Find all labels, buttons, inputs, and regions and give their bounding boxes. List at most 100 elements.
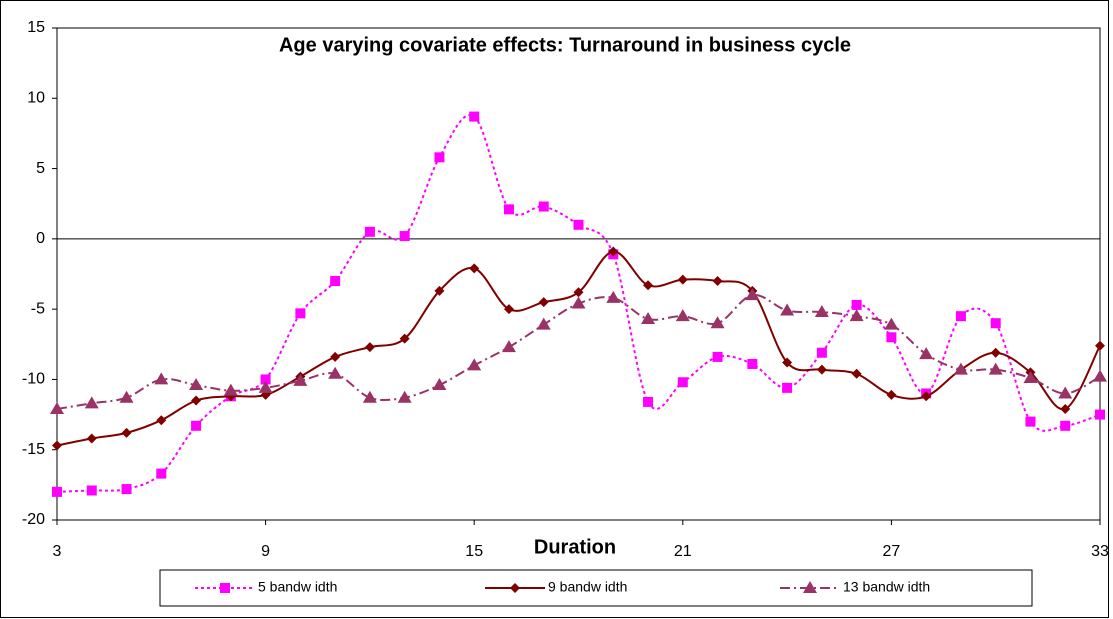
marker — [953, 362, 968, 375]
marker — [677, 274, 688, 285]
marker — [156, 415, 167, 426]
marker — [503, 304, 514, 315]
marker — [573, 287, 584, 298]
marker — [919, 347, 934, 360]
x-tick-label: 21 — [674, 543, 692, 560]
marker — [364, 226, 375, 237]
marker — [223, 383, 238, 396]
marker — [608, 246, 619, 257]
marker — [851, 368, 862, 379]
legend-marker — [803, 581, 817, 593]
marker — [1095, 340, 1105, 351]
marker — [606, 290, 621, 303]
marker — [260, 374, 271, 385]
marker — [191, 420, 202, 431]
marker — [156, 468, 167, 479]
marker — [1093, 369, 1107, 382]
marker — [191, 395, 202, 406]
marker — [677, 377, 688, 388]
marker — [538, 201, 549, 212]
marker — [1060, 420, 1071, 431]
marker — [52, 440, 62, 451]
y-tick-label: 0 — [36, 230, 45, 247]
marker — [643, 396, 654, 407]
marker — [119, 390, 134, 403]
marker — [1023, 371, 1038, 384]
marker — [988, 362, 1003, 375]
legend-label: 9 bandw idth — [548, 579, 627, 595]
marker — [399, 333, 410, 344]
marker — [710, 316, 725, 329]
x-tick-label: 27 — [883, 543, 901, 560]
marker — [816, 364, 827, 375]
marker — [747, 358, 758, 369]
x-tick-label: 15 — [465, 543, 483, 560]
marker — [503, 204, 514, 215]
marker — [1095, 409, 1105, 420]
marker — [50, 401, 64, 414]
marker — [1058, 386, 1073, 399]
plot-border — [56, 27, 1101, 521]
marker — [434, 152, 445, 163]
marker — [121, 427, 132, 438]
marker — [121, 484, 132, 495]
marker — [571, 296, 586, 309]
marker — [641, 311, 656, 324]
y-tick-label: 15 — [27, 19, 45, 36]
x-tick-label: 9 — [261, 543, 270, 560]
legend-label: 13 bandw idth — [843, 579, 930, 595]
y-tick-label: -10 — [22, 371, 45, 388]
marker — [432, 378, 447, 391]
y-tick-label: -5 — [31, 300, 45, 317]
marker — [712, 276, 723, 287]
marker — [330, 351, 341, 362]
legend-label: 5 bandw idth — [258, 579, 337, 595]
chart-title: Age varying covariate effects: Turnaroun… — [279, 34, 851, 56]
marker — [469, 263, 480, 274]
marker — [399, 231, 410, 242]
marker — [886, 332, 897, 343]
marker — [86, 485, 97, 496]
marker — [816, 347, 827, 358]
marker — [990, 347, 1001, 358]
marker — [328, 366, 343, 379]
marker — [258, 380, 273, 393]
marker — [86, 433, 97, 444]
marker — [990, 318, 1001, 329]
marker — [362, 390, 377, 403]
marker — [851, 299, 862, 310]
marker — [536, 317, 551, 330]
marker — [330, 276, 341, 287]
y-tick-label: 10 — [27, 90, 45, 107]
marker — [469, 111, 480, 122]
marker — [712, 351, 723, 362]
marker — [293, 373, 308, 386]
marker — [782, 382, 793, 393]
marker — [1060, 403, 1071, 414]
y-tick-label: -15 — [22, 441, 45, 458]
marker — [364, 342, 375, 353]
marker — [745, 288, 760, 301]
legend-box — [159, 569, 1033, 607]
y-tick-label: 5 — [36, 160, 45, 177]
marker — [955, 311, 966, 322]
legend-marker — [510, 583, 520, 593]
marker — [154, 372, 169, 385]
x-tick-label: 3 — [53, 543, 62, 560]
marker — [434, 285, 445, 296]
marker — [1025, 416, 1036, 427]
y-tick-label: -20 — [22, 511, 45, 528]
marker — [397, 390, 412, 403]
marker — [814, 304, 829, 317]
marker — [675, 309, 690, 322]
marker — [782, 357, 793, 368]
x-axis-title: Duration — [534, 536, 616, 558]
marker — [849, 309, 864, 322]
marker — [538, 297, 549, 308]
legend-marker — [220, 583, 230, 593]
marker — [884, 317, 899, 330]
marker — [573, 219, 584, 230]
marker — [501, 340, 516, 353]
